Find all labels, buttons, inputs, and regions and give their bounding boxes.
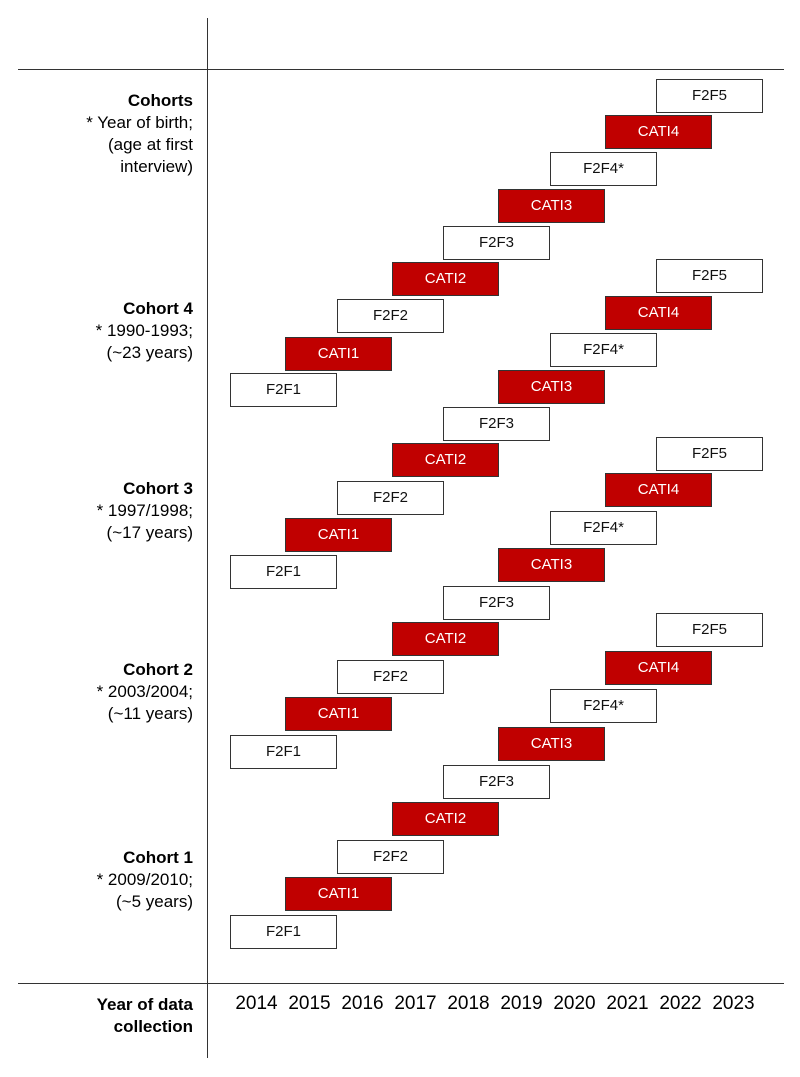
year-label: 2022: [659, 993, 702, 1014]
wave-box-cati: CATI1: [285, 337, 392, 371]
wave-box-f2f: F2F5: [656, 437, 763, 471]
wave-box-f2f: F2F1: [230, 735, 337, 769]
wave-box-f2f: F2F3: [443, 407, 550, 441]
wave-box-cati: CATI2: [392, 262, 499, 296]
year-label: 2023: [712, 993, 755, 1014]
wave-box-f2f: F2F4*: [550, 511, 657, 545]
wave-box-f2f: F2F2: [337, 660, 444, 694]
header-line-2: (age at first: [107, 135, 193, 154]
wave-box-f2f: F2F1: [230, 555, 337, 589]
header-line-3: interview): [120, 157, 193, 176]
cohort-birth: * 2009/2010;: [96, 870, 193, 889]
footer-line-1: Year of data: [96, 995, 193, 1014]
wave-box-f2f: F2F5: [656, 259, 763, 293]
wave-box-f2f: F2F3: [443, 765, 550, 799]
cohort-label: Cohort 4 * 1990-1993; (~23 years): [13, 298, 193, 364]
cohort-label: Cohort 3 * 1997/1998; (~17 years): [13, 478, 193, 544]
wave-box-cati: CATI3: [498, 727, 605, 761]
wave-box-f2f: F2F2: [337, 840, 444, 874]
wave-box-cati: CATI1: [285, 877, 392, 911]
wave-box-cati: CATI4: [605, 651, 712, 685]
bottom-divider: [18, 983, 784, 984]
header-label: Cohorts * Year of birth; (age at first i…: [13, 90, 193, 178]
cohort-label: Cohort 2 * 2003/2004; (~11 years): [13, 659, 193, 725]
wave-box-cati: CATI3: [498, 548, 605, 582]
wave-box-cati: CATI3: [498, 189, 605, 223]
cohort-birth: * 2003/2004;: [96, 682, 193, 701]
wave-box-f2f: F2F1: [230, 915, 337, 949]
year-label: 2017: [394, 993, 437, 1014]
wave-box-f2f: F2F2: [337, 299, 444, 333]
wave-box-f2f: F2F2: [337, 481, 444, 515]
wave-box-cati: CATI1: [285, 697, 392, 731]
wave-box-f2f: F2F3: [443, 586, 550, 620]
footer-label: Year of data collection: [13, 994, 193, 1038]
cohort-age: (~17 years): [106, 523, 193, 542]
cohort-age: (~23 years): [106, 343, 193, 362]
footer-line-2: collection: [113, 1017, 193, 1036]
wave-box-cati: CATI2: [392, 622, 499, 656]
cohort-birth: * 1990-1993;: [95, 321, 193, 340]
wave-box-f2f: F2F4*: [550, 333, 657, 367]
wave-box-f2f: F2F3: [443, 226, 550, 260]
wave-box-cati: CATI2: [392, 443, 499, 477]
wave-box-cati: CATI4: [605, 296, 712, 330]
wave-box-cati: CATI4: [605, 115, 712, 149]
cohort-title: Cohort 2: [123, 660, 193, 679]
wave-box-f2f: F2F5: [656, 613, 763, 647]
cohort-age: (~11 years): [107, 704, 193, 723]
wave-box-f2f: F2F4*: [550, 152, 657, 186]
cohort-birth: * 1997/1998;: [96, 501, 193, 520]
vertical-divider: [207, 18, 208, 1058]
wave-box-cati: CATI4: [605, 473, 712, 507]
header-title: Cohorts: [127, 91, 193, 110]
year-label: 2020: [553, 993, 596, 1014]
wave-box-cati: CATI2: [392, 802, 499, 836]
wave-box-f2f: F2F5: [656, 79, 763, 113]
cohort-title: Cohort 4: [123, 299, 193, 318]
wave-box-f2f: F2F1: [230, 373, 337, 407]
cohort-label: Cohort 1 * 2009/2010; (~5 years): [13, 847, 193, 913]
top-divider: [18, 69, 784, 70]
year-label: 2014: [235, 993, 278, 1014]
year-label: 2018: [447, 993, 490, 1014]
header-line-1: * Year of birth;: [86, 113, 193, 132]
cohort-age: (~5 years): [116, 892, 193, 911]
wave-box-cati: CATI3: [498, 370, 605, 404]
year-label: 2015: [288, 993, 331, 1014]
year-label: 2019: [500, 993, 543, 1014]
cohort-title: Cohort 1: [123, 848, 193, 867]
cohort-title: Cohort 3: [123, 479, 193, 498]
wave-box-f2f: F2F4*: [550, 689, 657, 723]
year-label: 2021: [606, 993, 649, 1014]
wave-box-cati: CATI1: [285, 518, 392, 552]
year-label: 2016: [341, 993, 384, 1014]
